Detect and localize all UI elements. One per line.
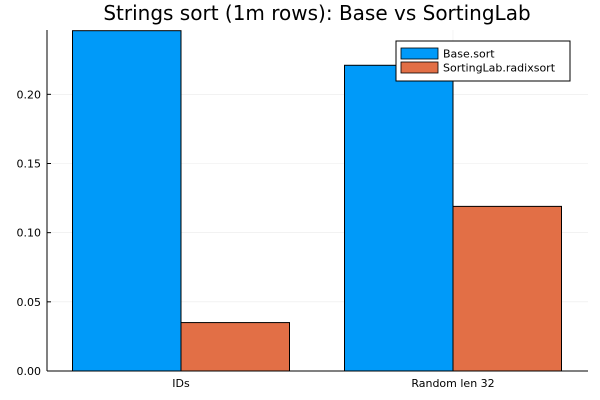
bar-sortinglab-radixsort-random-len-32 bbox=[452, 205, 562, 372]
legend-label: SortingLab.radixsort bbox=[443, 62, 556, 75]
bar-sortinglab-radixsort-ids bbox=[180, 322, 290, 372]
axes bbox=[46, 30, 588, 372]
y-tick-label: 0.10 bbox=[17, 227, 42, 240]
legend-swatch bbox=[400, 47, 439, 60]
bar-base-sort-ids bbox=[72, 30, 182, 372]
y-ticks: 0.00 0.05 0.10 0.15 0.20 bbox=[17, 88, 51, 378]
y-tick-label: 0.00 bbox=[17, 365, 42, 378]
x-tick-label: Random len 32 bbox=[411, 377, 494, 390]
legend-box bbox=[395, 40, 571, 82]
y-tick-label: 0.05 bbox=[17, 296, 42, 309]
x-tick-label: IDs bbox=[172, 377, 190, 390]
chart-title: Strings sort (1m rows): Base vs SortingL… bbox=[103, 1, 530, 25]
legend-swatch bbox=[400, 61, 439, 74]
bars bbox=[72, 30, 562, 372]
x-ticks: IDs Random len 32 bbox=[172, 367, 495, 390]
y-tick-label: 0.15 bbox=[17, 157, 42, 170]
legend-label: Base.sort bbox=[443, 48, 495, 61]
bar-base-sort-random-len-32 bbox=[344, 64, 454, 372]
y-tick-label: 0.20 bbox=[17, 88, 42, 101]
